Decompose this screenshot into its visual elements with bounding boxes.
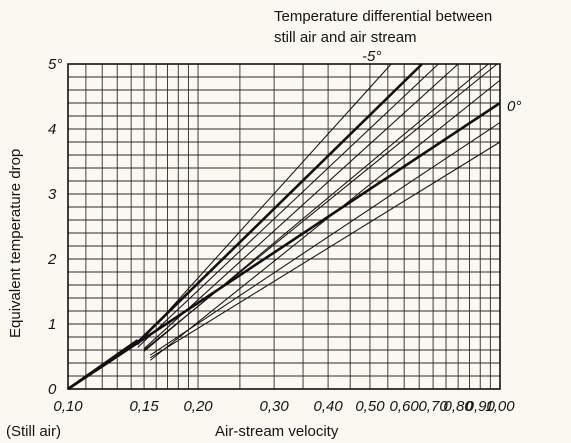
- x-tick-label: 0,50: [355, 398, 385, 415]
- series-lines: [67, 63, 501, 391]
- series-line-diff-2: [149, 141, 501, 359]
- series-line-diff--3: [137, 63, 439, 348]
- chart-title-line2: still air and air stream: [274, 29, 417, 46]
- chart-title-line1: Temperature differential between: [274, 8, 492, 25]
- x-tick-label: 0,10: [53, 398, 83, 415]
- annotation-minus5: -5°: [362, 48, 381, 65]
- grid-lines: [68, 64, 500, 389]
- y-tick-label: 2: [47, 251, 57, 268]
- series-line-diff-4: [143, 63, 498, 351]
- series-line-diff--2: [143, 63, 459, 350]
- y-tick-label: 5°: [48, 56, 62, 73]
- x-tick-label: 0,80: [444, 398, 474, 415]
- y-axis-label: Equivalent temperature drop: [7, 149, 24, 338]
- y-tick-label: 1: [48, 316, 56, 333]
- x-tick-label: 0,20: [183, 398, 213, 415]
- series-line-diff--5: [136, 63, 423, 344]
- series-line-diff-3: [149, 79, 501, 361]
- x-tick-label: 0,30: [260, 398, 290, 415]
- y-tick-label: 0: [48, 381, 57, 398]
- x-tick-label: 0,60: [390, 398, 420, 415]
- x-tick-label: 1,00: [485, 398, 515, 415]
- series-line-diff--4: [137, 63, 392, 346]
- x-axis-note: (Still air): [6, 423, 61, 440]
- series-line-diff-0: [67, 101, 501, 391]
- x-tick-label: 0,40: [313, 398, 343, 415]
- y-tick-label: 4: [48, 121, 56, 138]
- y-tick-label: 3: [48, 186, 57, 203]
- x-tick-label: 0,90: [466, 398, 496, 415]
- annotation-zero: 0°: [507, 98, 521, 115]
- x-axis-label: Air-stream velocity: [215, 423, 339, 440]
- plot-frame: [67, 63, 501, 390]
- tick-labels: 0,10 0,15 0,20 0,30 0,40 0,50 0,60 0,700,800,90…: [47, 56, 515, 415]
- series-line-origin-segment: [67, 339, 139, 391]
- x-tick-label: 0,70: [418, 398, 448, 415]
- series-line-diff-1: [149, 122, 501, 356]
- x-tick-label: 0,15: [129, 398, 159, 415]
